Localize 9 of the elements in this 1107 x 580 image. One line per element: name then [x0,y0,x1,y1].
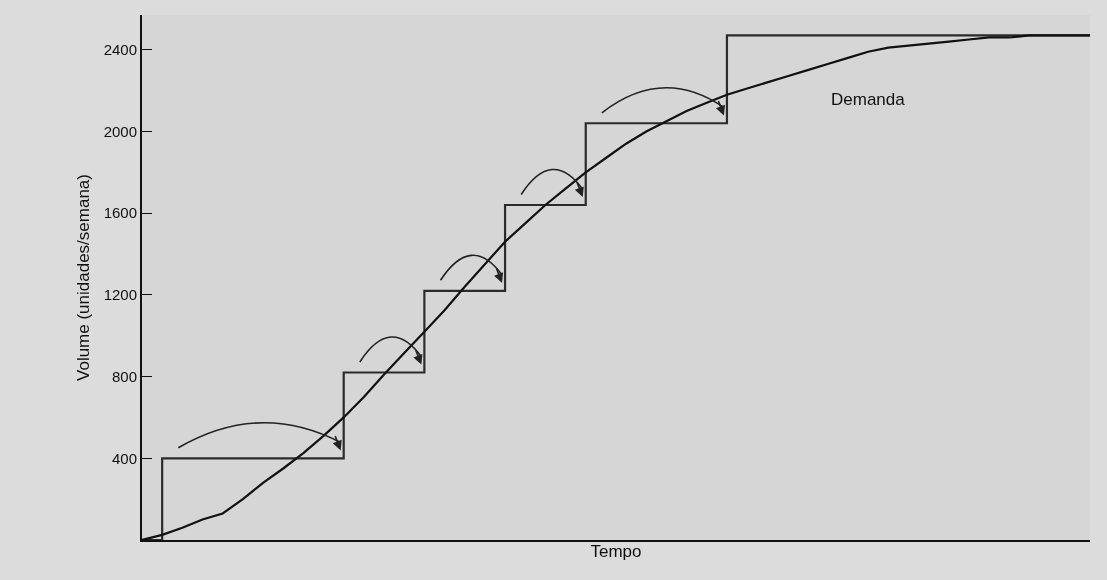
series-label: Demanda [831,90,906,109]
y-tick-label: 800 [111,367,137,385]
y-axis-title: Volume (unidades/semana) [73,174,93,381]
y-tick-label: 400 [111,449,137,467]
y-tick-label: 1600 [103,204,137,222]
y-tick-label: 2000 [103,122,137,140]
y-tick-label: 2400 [103,40,137,58]
y-tick-label: 1200 [103,286,137,304]
x-axis-title: Tempo [590,541,642,561]
